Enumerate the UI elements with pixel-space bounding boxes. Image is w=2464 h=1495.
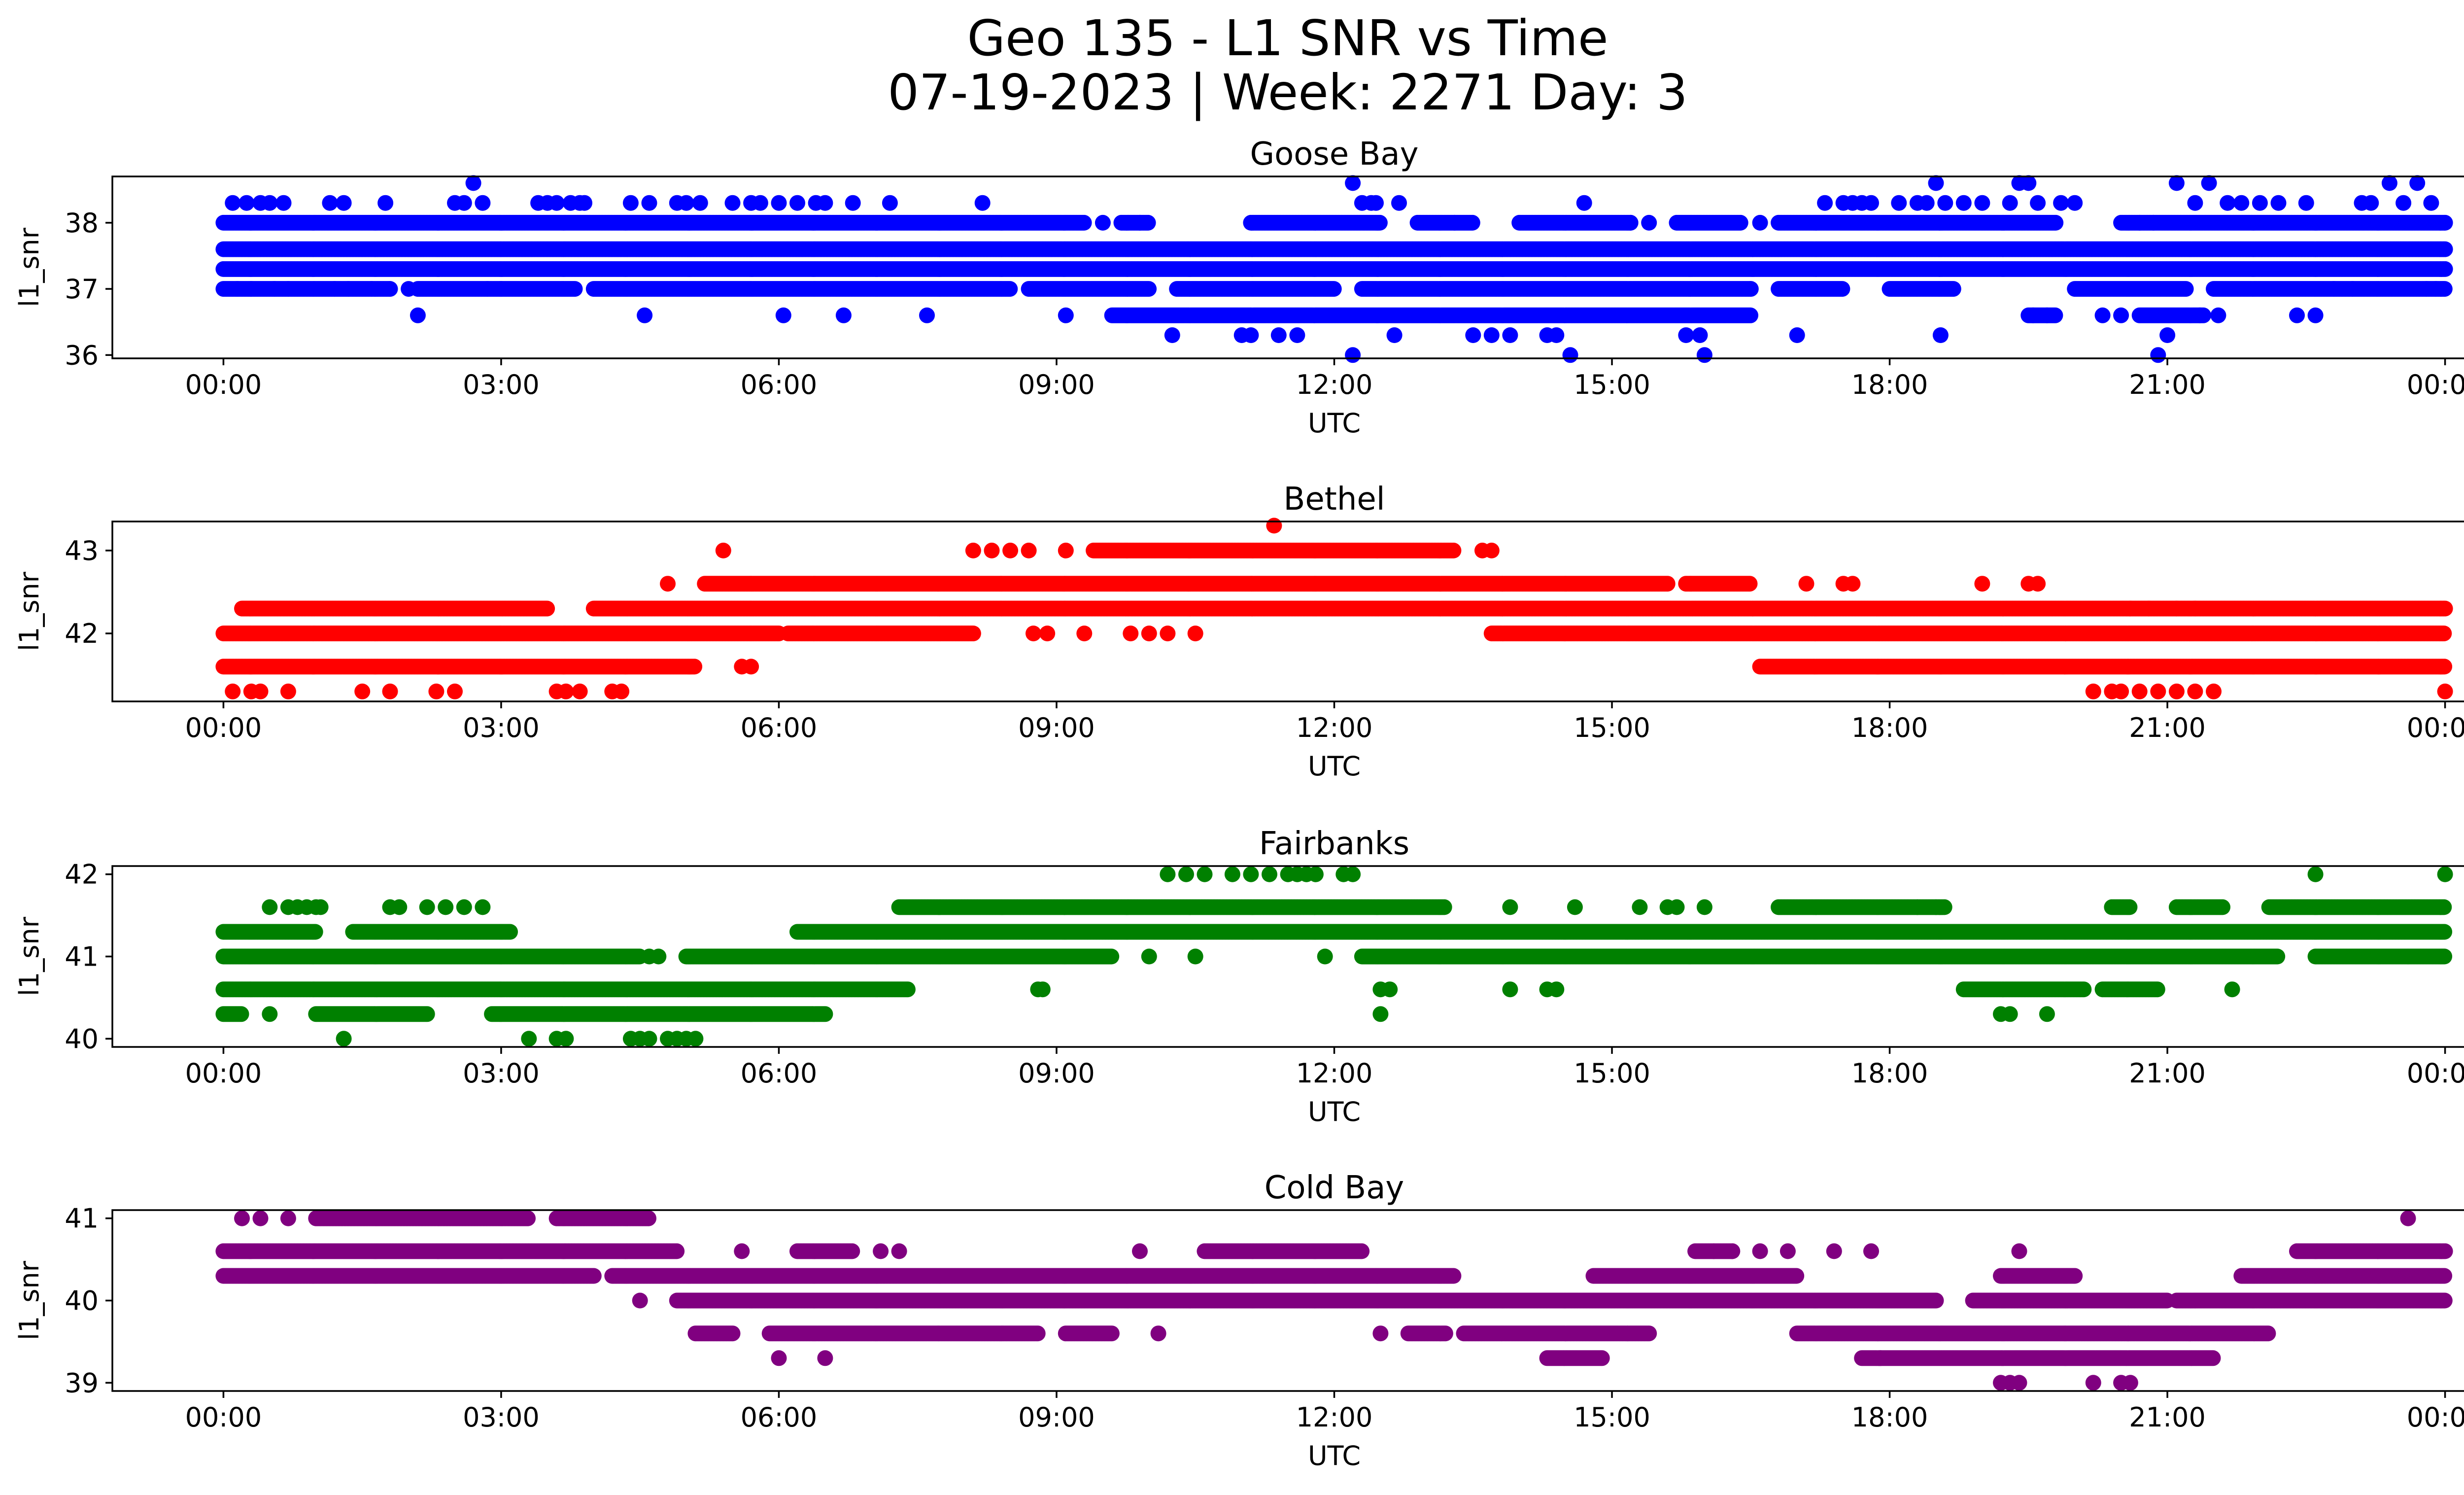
data-point	[1464, 214, 1480, 231]
figure-title-line1: Geo 135 - L1 SNR vs Time	[967, 9, 1608, 67]
data-point	[2048, 214, 2064, 231]
data-point	[1002, 281, 1018, 297]
data-point	[567, 281, 583, 297]
figure-title-line2: 07-19-2023 | Week: 2271 Day: 3	[888, 64, 1687, 121]
data-point	[1371, 214, 1388, 231]
data-point	[1326, 281, 1342, 297]
data-point	[1732, 214, 1748, 231]
data-point	[2437, 241, 2453, 257]
panel-title: Goose Bay	[1250, 136, 1419, 173]
data-point	[2437, 261, 2453, 277]
data-series-0	[215, 175, 2453, 363]
data-point	[1141, 281, 1157, 297]
data-point	[1076, 214, 1092, 231]
